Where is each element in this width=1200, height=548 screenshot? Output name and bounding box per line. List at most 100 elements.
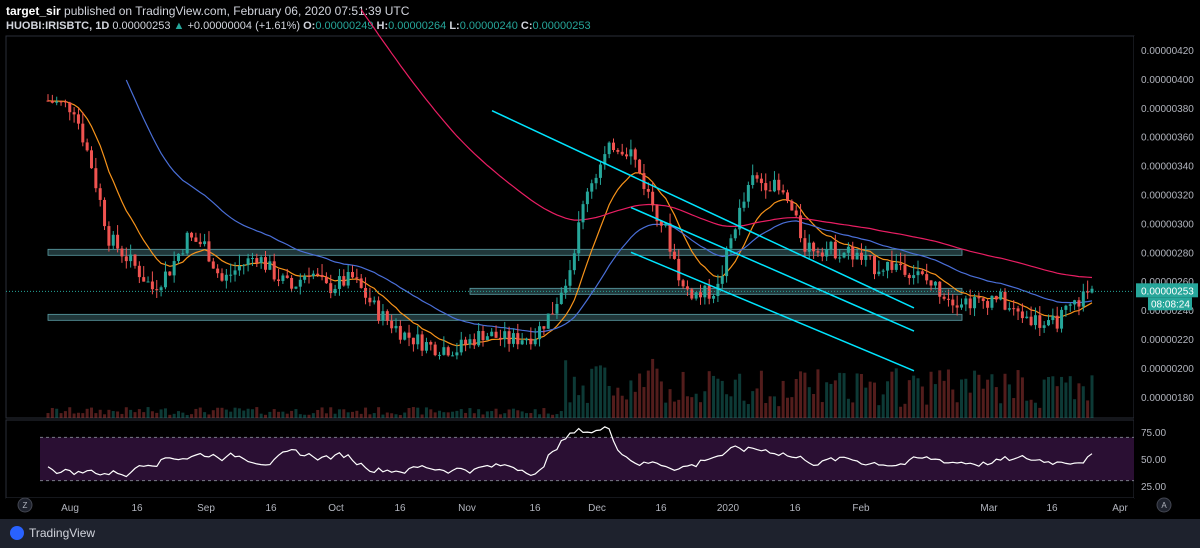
volume-bar bbox=[899, 406, 903, 418]
candle-body bbox=[681, 280, 685, 287]
candle-body bbox=[272, 261, 276, 280]
volume-bar bbox=[1038, 407, 1042, 418]
volume-bar bbox=[946, 369, 950, 418]
volume-bar bbox=[59, 413, 63, 418]
low-label: L: bbox=[449, 20, 460, 32]
candle-body bbox=[903, 265, 907, 275]
volume-bar bbox=[529, 413, 533, 418]
candle-body bbox=[298, 279, 302, 287]
candle-body bbox=[912, 275, 916, 279]
volume-bar bbox=[442, 412, 446, 418]
volume-bar bbox=[177, 411, 180, 418]
volume-bar bbox=[598, 365, 602, 418]
candle-body bbox=[938, 281, 942, 297]
time-tick-label: Dec bbox=[588, 503, 606, 514]
candle-body bbox=[590, 183, 594, 192]
candle-body bbox=[877, 271, 881, 275]
candle-body bbox=[1064, 305, 1068, 310]
volume-bar bbox=[498, 414, 502, 418]
volume-bar bbox=[351, 411, 354, 418]
candle-body bbox=[825, 249, 829, 257]
volume-bar bbox=[146, 407, 150, 418]
candle-body bbox=[1029, 316, 1033, 326]
volume-bar bbox=[485, 411, 489, 418]
rsi-tick-label: 75.00 bbox=[1141, 428, 1166, 439]
candle-body bbox=[190, 232, 194, 238]
candle-body bbox=[477, 331, 481, 346]
volume-bar bbox=[468, 408, 472, 418]
candle-body bbox=[581, 204, 585, 223]
candle-body bbox=[859, 252, 863, 260]
volume-bar bbox=[107, 409, 111, 418]
candle-body bbox=[759, 178, 763, 184]
candle-body bbox=[820, 252, 824, 257]
symbol-name[interactable]: HUOBI:IRISBTC, 1D bbox=[6, 20, 110, 32]
volume-bar bbox=[720, 380, 724, 418]
volume-bar bbox=[746, 404, 750, 418]
price-axis[interactable] bbox=[1134, 36, 1200, 498]
candle-body bbox=[94, 168, 98, 189]
time-axis[interactable] bbox=[6, 498, 1134, 520]
volume-bar bbox=[868, 381, 872, 418]
candle-body bbox=[116, 234, 120, 249]
volume-bar bbox=[685, 396, 689, 418]
price-tick-label: 0.00000320 bbox=[1141, 191, 1194, 202]
author-name[interactable]: target_sir bbox=[6, 4, 61, 18]
auto-scale-button[interactable] bbox=[1156, 497, 1172, 513]
tradingview-logo[interactable]: TradingView bbox=[10, 526, 95, 540]
volume-bar bbox=[455, 410, 459, 418]
candle-body bbox=[646, 188, 650, 192]
candle-body bbox=[829, 241, 833, 250]
change-value: +0.00000004 (+1.61%) bbox=[187, 20, 301, 32]
time-tick-label: 16 bbox=[394, 503, 406, 514]
candle-body bbox=[107, 226, 111, 246]
price-pane[interactable] bbox=[5, 35, 1135, 419]
z-button[interactable] bbox=[17, 497, 33, 513]
candle-body bbox=[555, 304, 559, 314]
volume-bar bbox=[116, 411, 120, 418]
volume-bar bbox=[812, 393, 816, 418]
volume-bar bbox=[568, 402, 572, 418]
support-resistance-zone bbox=[47, 248, 963, 256]
time-tick-label: Nov bbox=[458, 503, 476, 514]
volume-bar bbox=[559, 411, 563, 418]
candle-body bbox=[568, 270, 572, 286]
volume-bar bbox=[398, 414, 402, 418]
published-text: published on TradingView.com, February 0… bbox=[64, 4, 410, 18]
symbol-legend: HUOBI:IRISBTC, 1D 0.00000253 ▲ +0.000000… bbox=[6, 20, 591, 32]
volume-bar bbox=[390, 413, 394, 418]
candle-body bbox=[307, 275, 311, 277]
price-tick-label: 0.00000380 bbox=[1141, 104, 1194, 115]
volume-bar bbox=[368, 414, 372, 418]
volume-bar bbox=[890, 371, 894, 418]
volume-bar bbox=[120, 413, 124, 418]
ma-medium-line bbox=[125, 79, 1093, 333]
volume-bar bbox=[150, 411, 154, 418]
candle-body bbox=[429, 342, 433, 345]
ma-short-line bbox=[47, 100, 1093, 347]
candle-body bbox=[864, 255, 868, 260]
candle-body bbox=[990, 295, 994, 308]
candle-body bbox=[390, 320, 394, 329]
candle-body bbox=[224, 274, 228, 281]
volume-bar bbox=[1047, 377, 1050, 418]
volume-bar bbox=[155, 412, 159, 418]
volume-bar bbox=[659, 381, 663, 418]
volume-bar bbox=[503, 413, 507, 418]
publish-info: target_sir published on TradingView.com,… bbox=[6, 4, 409, 18]
volume-bar bbox=[1086, 400, 1090, 418]
volume-bar bbox=[564, 360, 568, 418]
volume-bar bbox=[973, 370, 977, 418]
volume-bar bbox=[664, 402, 668, 418]
volume-bar bbox=[842, 373, 846, 418]
candle-body bbox=[833, 241, 837, 259]
price-tick-label: 0.00000220 bbox=[1141, 335, 1194, 346]
candle-body bbox=[994, 295, 998, 300]
price-tick-label: 0.00000400 bbox=[1141, 75, 1194, 86]
candle-body bbox=[907, 274, 911, 279]
candle-body bbox=[620, 151, 624, 155]
volume-bar bbox=[977, 374, 981, 418]
candle-body bbox=[546, 313, 550, 329]
candle-body bbox=[920, 271, 924, 275]
